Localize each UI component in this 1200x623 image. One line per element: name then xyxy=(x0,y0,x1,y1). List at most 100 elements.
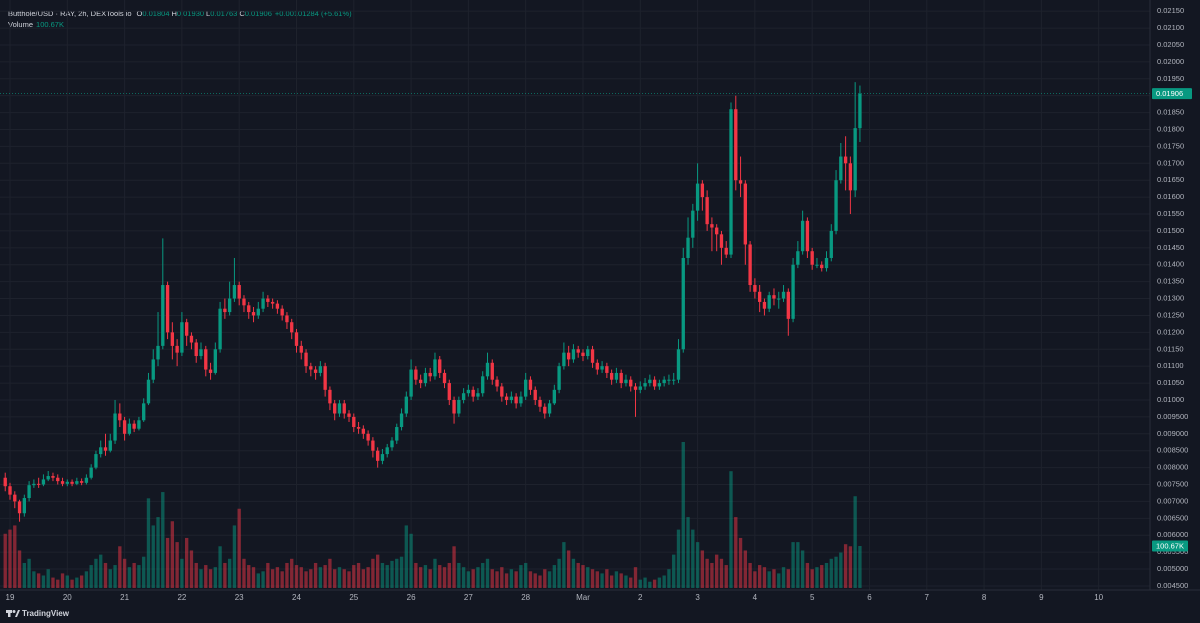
volume-bar xyxy=(485,558,490,588)
y-tick-label: 0.004500 xyxy=(1157,581,1188,590)
candle-body xyxy=(643,383,647,387)
candle-body xyxy=(146,379,151,404)
volume-bar xyxy=(299,567,303,588)
candle-body xyxy=(734,109,738,181)
volume-bar xyxy=(156,517,160,588)
candle-body xyxy=(285,315,289,323)
volume-tag xyxy=(1152,540,1188,552)
volume-bar xyxy=(853,496,857,588)
volume-bar xyxy=(590,569,595,588)
candle-body xyxy=(266,298,270,302)
volume-bar xyxy=(824,562,829,588)
y-tick-label: 0.01100 xyxy=(1157,361,1184,370)
volume-bar xyxy=(805,562,810,588)
volume-bar xyxy=(46,569,50,588)
volume-bar xyxy=(676,529,681,588)
volume-bar xyxy=(695,542,700,588)
x-tick-label: 25 xyxy=(349,593,358,602)
volume-bar xyxy=(710,562,714,588)
y-tick-label: 0.005500 xyxy=(1157,547,1188,556)
volume-bar xyxy=(352,565,356,588)
candle-body xyxy=(738,180,743,184)
volume-bar xyxy=(280,571,284,588)
volume-bar xyxy=(122,558,127,588)
candle-body xyxy=(428,372,432,377)
volume-bar xyxy=(41,575,46,588)
candle-body xyxy=(371,440,375,451)
volume-bar xyxy=(495,571,499,588)
volume-bar xyxy=(624,575,628,588)
candle-body xyxy=(820,264,824,269)
y-tick-label: 0.01450 xyxy=(1157,243,1184,252)
candle-body xyxy=(75,481,79,484)
volume-bar xyxy=(89,565,93,588)
x-tick-label: 8 xyxy=(982,593,987,602)
volume-bar xyxy=(356,562,361,588)
volume-bar xyxy=(820,565,824,588)
y-tick-label: 0.007500 xyxy=(1157,479,1188,488)
volume-bar xyxy=(466,571,471,588)
volume-bar xyxy=(757,565,762,588)
volume-bar xyxy=(629,577,633,588)
volume-bar xyxy=(175,542,179,588)
y-tick-label: 0.005000 xyxy=(1157,564,1188,573)
volume-bar xyxy=(447,562,451,588)
candle-body xyxy=(290,322,294,333)
y-tick-label: 0.02150 xyxy=(1157,6,1184,15)
x-tick-label: 5 xyxy=(810,593,815,602)
candle-body xyxy=(151,359,155,380)
candle-body xyxy=(609,372,614,380)
grid xyxy=(0,0,1150,590)
x-tick-label: 26 xyxy=(407,593,416,602)
y-tick-label: 0.01700 xyxy=(1157,158,1184,167)
volume-bar xyxy=(481,562,485,588)
candle-body xyxy=(753,285,757,292)
candle-body xyxy=(103,447,108,451)
volume-bar xyxy=(270,569,275,588)
volume-bar xyxy=(729,471,733,588)
candle-body xyxy=(466,389,471,394)
candle-body xyxy=(127,423,132,434)
volume-bar xyxy=(719,558,724,588)
candle-body xyxy=(189,335,194,343)
volume-bar xyxy=(681,442,685,588)
candle-body xyxy=(137,420,141,429)
candle-body xyxy=(781,291,786,299)
candle-body xyxy=(538,399,542,407)
volume-bar xyxy=(734,517,738,588)
volume-bar xyxy=(753,571,757,588)
ohlc-values: O 0.01804 H 0.01930 L 0.01763 C 0.01906 xyxy=(135,9,272,18)
candle-body xyxy=(175,345,179,353)
candle-body xyxy=(619,372,623,384)
volume-bar xyxy=(547,571,552,588)
axes: 0.004500 0.005000 0.005500 0.006000 0.006500… xyxy=(6,6,1189,602)
ohlc-key: H xyxy=(171,9,177,18)
volume-bar xyxy=(705,558,709,588)
y-tick-label: 0.01650 xyxy=(1157,175,1184,184)
candle-body xyxy=(504,396,509,400)
candle-body xyxy=(528,379,533,390)
tags: 0.01906 100.67K xyxy=(1152,88,1192,552)
candle-body xyxy=(356,427,361,429)
y-tick-label: 0.01950 xyxy=(1157,74,1184,83)
candle-body xyxy=(418,379,423,384)
candle-body xyxy=(333,403,337,414)
candle-body xyxy=(514,396,518,404)
candle-body xyxy=(404,396,408,414)
x-tick-label: 3 xyxy=(695,593,700,602)
change-text: +0.00101284 (+5.61%) xyxy=(274,9,352,18)
candle-body xyxy=(767,295,771,309)
candle-body xyxy=(566,352,571,360)
volume-bar xyxy=(161,492,165,588)
x-tick-label: 7 xyxy=(925,593,930,602)
volume-bar xyxy=(118,546,122,588)
candle-body xyxy=(648,379,652,384)
volume-bar xyxy=(8,529,12,588)
candle-body xyxy=(51,476,55,478)
last-price-label: 0.01906 xyxy=(1156,89,1183,98)
volume-bar xyxy=(800,550,805,588)
ohlc-value: 0.01930 xyxy=(176,9,205,18)
y-tick-label: 0.02050 xyxy=(1157,40,1184,49)
candle-body xyxy=(323,366,327,390)
